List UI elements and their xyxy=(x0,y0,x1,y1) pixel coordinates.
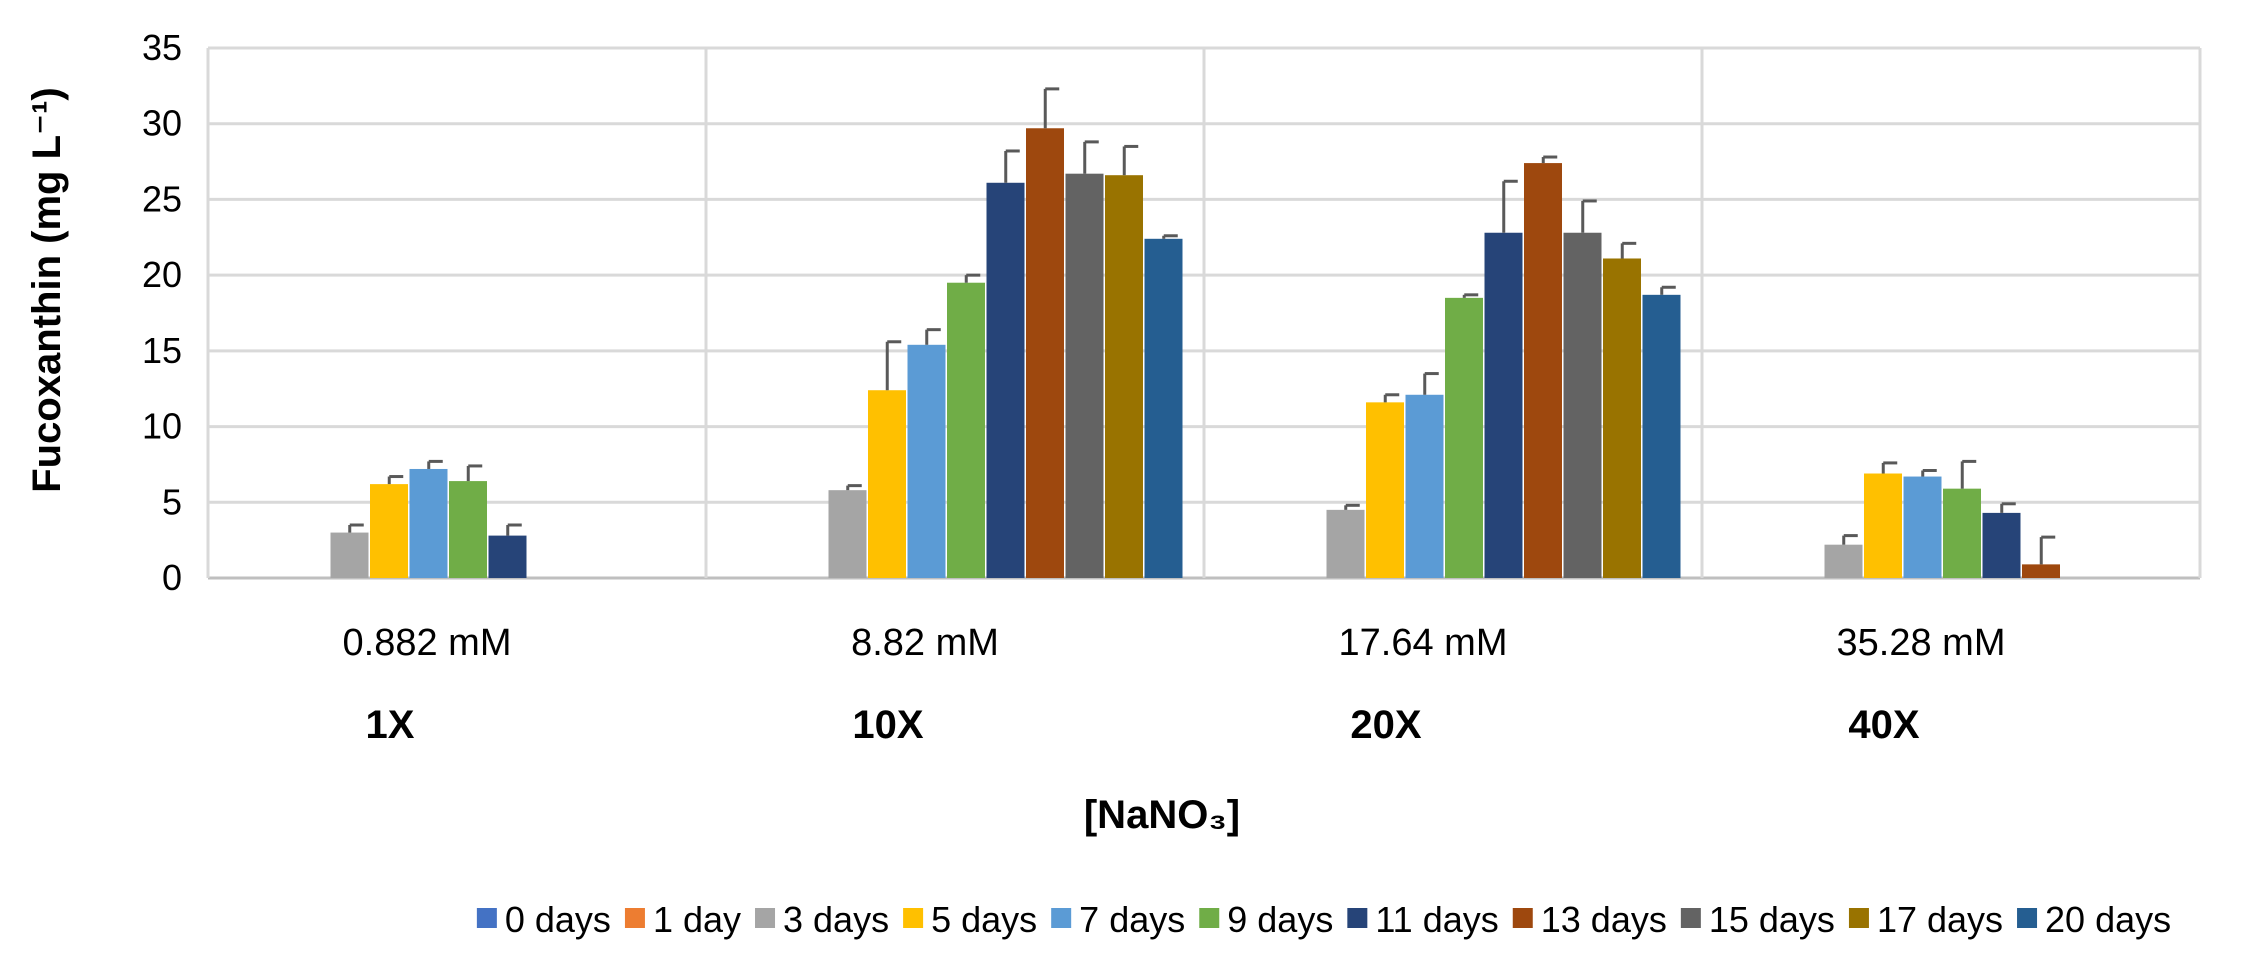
legend-swatch xyxy=(624,908,645,928)
bar xyxy=(1903,476,1942,578)
x-category-label: 0.882 mM xyxy=(343,622,512,664)
gridlines xyxy=(206,46,2202,580)
legend-swatch xyxy=(1680,908,1701,928)
y-tick-label: 0 xyxy=(162,557,182,598)
x-category-sublabel: 20X xyxy=(1350,703,1421,747)
bars xyxy=(330,128,2060,579)
legend-label: 7 days xyxy=(1079,899,1185,940)
error-bars xyxy=(348,87,2056,565)
bar xyxy=(1524,163,1562,579)
legend-swatch xyxy=(2017,908,2038,928)
bar xyxy=(986,182,1025,578)
bar xyxy=(1824,544,1863,578)
bar xyxy=(1484,232,1523,578)
bar xyxy=(2022,564,2060,578)
x-axis-title: [NaNO₃] xyxy=(1084,793,1240,837)
y-tick-label: 10 xyxy=(142,406,182,447)
legend-swatch xyxy=(903,908,924,928)
bar xyxy=(330,532,369,578)
legend-label: 20 days xyxy=(2045,899,2171,940)
legend-label: 5 days xyxy=(931,899,1037,940)
bar xyxy=(947,282,985,578)
y-tick-label: 15 xyxy=(142,330,182,371)
bar xyxy=(1405,394,1444,578)
bar xyxy=(1144,238,1183,579)
bar xyxy=(1105,175,1143,578)
bar xyxy=(868,390,906,578)
x-category-sublabel: 1X xyxy=(366,703,415,747)
bar xyxy=(1864,473,1902,578)
bar xyxy=(409,468,448,578)
bar xyxy=(449,481,487,578)
legend-label: 9 days xyxy=(1227,899,1333,940)
legend-label: 17 days xyxy=(1877,899,2003,940)
bar xyxy=(370,484,408,578)
x-category-label: 8.82 mM xyxy=(851,622,999,664)
bar xyxy=(1326,509,1365,578)
bar xyxy=(1982,512,2021,578)
bar xyxy=(828,490,867,578)
legend-label: 1 day xyxy=(653,899,741,940)
bar xyxy=(1026,128,1064,578)
y-tick-label: 20 xyxy=(142,254,182,295)
bar xyxy=(488,535,527,578)
x-category-label: 35.28 mM xyxy=(1837,622,2006,664)
x-category-labels: 0.882 mM 1X 8.82 mM 10X 17.64 mM 20X 35.28 mM 4… xyxy=(343,622,2006,747)
legend-swatch xyxy=(1848,908,1869,928)
legend-label: 0 days xyxy=(505,899,611,940)
legend-swatch xyxy=(1051,908,1072,928)
y-tick-label: 35 xyxy=(142,27,182,68)
legend-swatch xyxy=(1512,908,1533,928)
legend-swatch xyxy=(755,908,776,928)
legend-label: 3 days xyxy=(783,899,889,940)
y-tick-label: 5 xyxy=(162,481,182,522)
legend-label: 15 days xyxy=(1709,899,1835,940)
legend: 0 days 1 day 3 days 5 days 7 days 9 days 11 da… xyxy=(476,899,2171,940)
bar xyxy=(1603,258,1641,578)
bar xyxy=(907,344,946,578)
y-tick-label: 25 xyxy=(142,178,182,219)
x-category-sublabel: 40X xyxy=(1848,703,1919,747)
bar xyxy=(1065,173,1104,578)
y-tick-label: 30 xyxy=(142,103,182,144)
y-axis-title: Fucoxanthin (mg L⁻¹) xyxy=(25,87,69,493)
bar xyxy=(1642,294,1681,578)
bar xyxy=(1366,402,1404,578)
legend-label: 11 days xyxy=(1375,899,1498,940)
x-category-sublabel: 10X xyxy=(852,703,923,747)
bar xyxy=(1445,297,1483,578)
legend-label: 13 days xyxy=(1541,899,1667,940)
legend-swatch xyxy=(1347,908,1368,928)
legend-swatch xyxy=(476,908,497,928)
legend-swatch xyxy=(1199,908,1220,928)
x-category-label: 17.64 mM xyxy=(1339,622,1508,664)
bar xyxy=(1943,488,1981,578)
bar xyxy=(1563,232,1602,578)
y-tick-labels: 0 5 10 15 20 25 30 35 xyxy=(142,27,182,598)
